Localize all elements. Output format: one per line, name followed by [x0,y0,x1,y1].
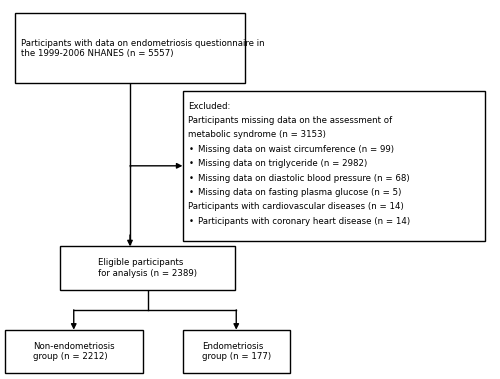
Text: •: • [188,145,194,154]
Text: Missing data on waist circumference (n = 99): Missing data on waist circumference (n =… [198,145,394,154]
Text: •: • [188,188,194,197]
Text: •: • [188,174,194,183]
FancyBboxPatch shape [182,330,290,373]
FancyBboxPatch shape [5,330,142,373]
Text: •: • [188,159,194,168]
Text: Missing data on triglyceride (n = 2982): Missing data on triglyceride (n = 2982) [198,159,367,168]
Text: •: • [188,217,194,226]
Text: Participants with coronary heart disease (n = 14): Participants with coronary heart disease… [198,217,410,226]
FancyBboxPatch shape [182,91,485,241]
FancyBboxPatch shape [60,246,235,290]
Text: Participants missing data on the assessment of: Participants missing data on the assessm… [188,116,392,125]
Text: Endometriosis
group (n = 177): Endometriosis group (n = 177) [202,342,271,361]
Text: Missing data on diastolic blood pressure (n = 68): Missing data on diastolic blood pressure… [198,174,409,183]
Text: Excluded:: Excluded: [188,102,231,111]
Text: Eligible participants
for analysis (n = 2389): Eligible participants for analysis (n = … [98,258,197,278]
Text: Participants with cardiovascular diseases (n = 14): Participants with cardiovascular disease… [188,202,404,211]
Text: Missing data on fasting plasma glucose (n = 5): Missing data on fasting plasma glucose (… [198,188,401,197]
Text: Participants with data on endometriosis questionnaire in
the 1999-2006 NHANES (n: Participants with data on endometriosis … [21,39,264,58]
Text: Non-endometriosis
group (n = 2212): Non-endometriosis group (n = 2212) [33,342,114,361]
Text: metabolic syndrome (n = 3153): metabolic syndrome (n = 3153) [188,130,326,139]
FancyBboxPatch shape [15,13,245,83]
